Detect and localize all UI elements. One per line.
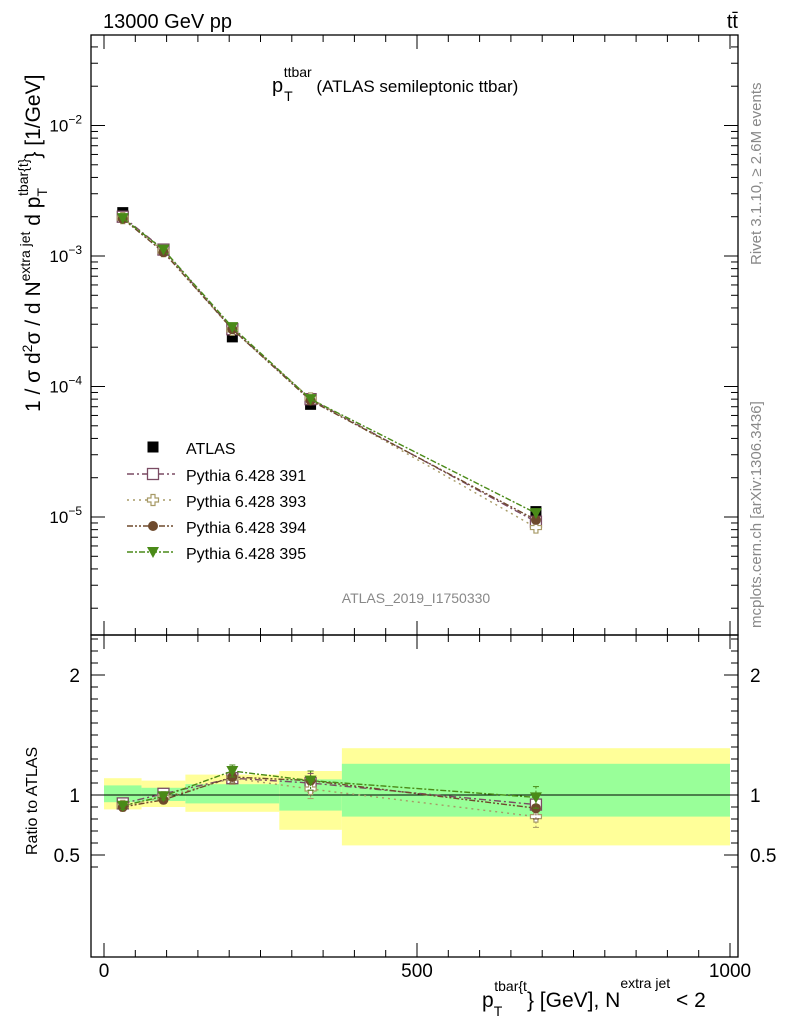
ratio-tick-label-1: 1 [69,786,80,807]
ratio-line-4 [122,770,536,807]
x-tick-labels: 0 500 1000 [99,961,751,982]
ratio-tick-label-right-2: 2 [750,666,761,687]
legend-label-395: Pythia 6.428 395 [186,546,306,563]
axis-ticks [91,35,738,957]
x-axis-label: pTtbar{t} [GeV], Nextra jet < 2 [482,975,706,1019]
header-process-label: tt̄ [727,11,739,33]
ratio-line-1 [122,777,537,806]
y-tick-label-1e-3: 10−3 [49,243,82,266]
point-3-4 [530,514,541,525]
ratio-tick-label-right-1: 1 [750,786,761,807]
legend-marker-1 [146,467,160,481]
x-tick-label-500: 500 [401,961,433,982]
band-green-0 [104,785,142,803]
ratio-point-2-4 [529,810,543,823]
point-4-2 [226,322,239,334]
plot-title: pTttbar (ATLAS semileptonic ttbar) [272,64,518,104]
ratio-y-tick-labels: 0.5 1 2 0.5 1 2 [54,666,777,867]
point-4-0 [116,213,129,225]
rivet-version-label: Rivet 3.1.10, ≥ 2.6M events [748,83,765,266]
ratio-y-axis-label: Ratio to ATLAS [24,747,41,855]
ratio-point-4-2 [226,766,239,777]
legend-marker-2 [146,493,160,507]
point-0-2 [226,331,238,343]
point-2-4 [529,521,543,534]
mcplots-reference-label: mcplots.cern.ch [arXiv:1306.3436] [748,401,765,628]
main-plot-series [116,207,543,534]
ratio-tick-label-right-0.5: 0.5 [750,846,776,867]
ratio-tick-label-0.5: 0.5 [54,846,80,867]
legend-label-atlas: ATLAS [186,441,236,458]
ratio-point-4-3 [304,775,317,787]
ratio-point-4-0 [116,800,129,812]
ratio-tick-label-2: 2 [69,666,80,687]
legend-label-394: Pythia 6.428 394 [186,520,306,537]
point-4-1 [157,244,170,256]
legend-label-393: Pythia 6.428 393 [186,494,306,511]
band-green-2 [185,784,280,804]
ratio-plot-series [116,764,543,828]
ratio-uncertainty-bands [104,748,730,846]
ratio-point-4-1 [157,791,170,803]
y-tick-label-1e-4: 10−4 [49,374,82,397]
x-tick-label-1000: 1000 [709,961,751,982]
y-tick-label-1e-2: 10−2 [49,113,82,136]
ratio-point-4-4 [529,792,542,804]
ratio-plot-frame [90,634,739,958]
legend-label-391: Pythia 6.428 391 [186,468,306,485]
line-1 [122,216,537,523]
point-4-4 [529,508,542,520]
x-tick-label-0: 0 [99,961,110,982]
y-tick-label-1e-5: 10−5 [49,504,82,527]
legend-marker-4 [147,547,159,558]
line-4 [122,217,537,514]
main-y-tick-labels: 10−5 10−4 10−3 10−2 [49,113,82,528]
legend-marker-0 [147,441,159,453]
main-plot-frame [90,34,739,636]
header-energy-label: 13000 GeV pp [103,11,232,33]
legend-marker-3 [148,521,158,531]
point-4-3 [304,394,317,406]
analysis-id-watermark: ATLAS_2019_I1750330 [342,590,491,606]
main-y-axis-label: 1 / σ d2σ / d Nextra jet d pTtbar{t}} [1… [15,75,50,412]
legend: ATLAS Pythia 6.428 391 Pythia 6.428 393 … [127,441,306,563]
line-3 [122,218,537,521]
